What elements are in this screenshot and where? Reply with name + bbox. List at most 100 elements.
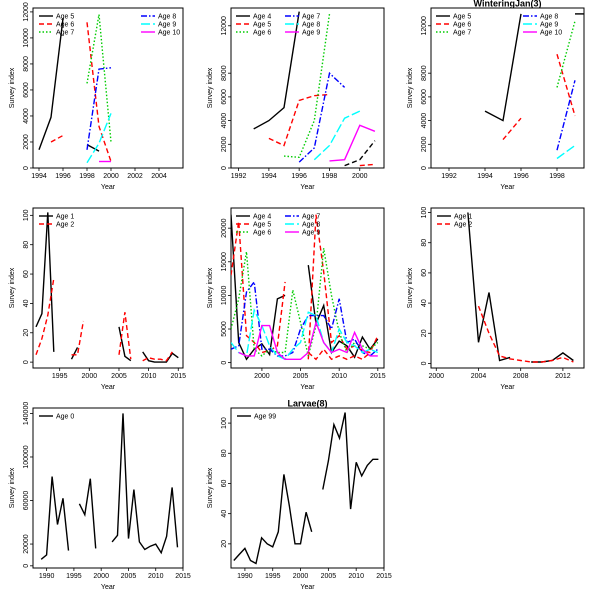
y-tick-label: 10000	[221, 286, 228, 306]
y-tick-label: 20	[23, 329, 30, 337]
y-axis-label: Survey index	[207, 467, 214, 508]
series-line-age-1	[467, 212, 574, 363]
x-tick-label: 2012	[555, 373, 571, 380]
x-tick-label: 2010	[148, 573, 164, 580]
y-tick-label: 60000	[23, 491, 30, 511]
x-tick-label: 1994	[477, 173, 493, 180]
legend-label: Age 2	[56, 222, 74, 229]
series-line-age-4	[253, 11, 300, 130]
x-tick-label: 2015	[175, 573, 191, 580]
plot-frame	[230, 407, 385, 569]
x-axis-label: Year	[500, 384, 515, 391]
legend-label: Age 8	[302, 222, 320, 229]
series-line-age-8	[313, 110, 361, 161]
y-tick-label: 0	[221, 361, 228, 365]
panel-7: 1990 1995 2000 2005 2010 2015 0 20000 60000 10000…	[9, 402, 191, 591]
y-tick-label: 0	[23, 166, 30, 170]
y-tick-label: 40	[221, 510, 228, 518]
series-line-age-9	[556, 144, 576, 160]
x-axis-label: Year	[101, 184, 116, 191]
plot-frame	[32, 407, 184, 569]
x-tick-label: 2015	[170, 373, 186, 380]
y-tick-label: 12000	[221, 16, 228, 36]
legend-label: Age 8	[302, 22, 320, 29]
legend-label: Age 9	[302, 30, 320, 37]
y-tick-label: 100	[421, 207, 428, 219]
panel-3: 1992 1994 1996 1998 0 2000 4000 6000 8000 12000 Ye…	[407, 0, 585, 191]
y-tick-label: 100	[221, 417, 228, 429]
x-tick-label: 2005	[321, 573, 337, 580]
y-tick-label: 60	[23, 270, 30, 278]
y-tick-label: 2000	[221, 136, 228, 152]
y-tick-label: 0	[23, 564, 30, 568]
x-tick-label: 1998	[322, 173, 338, 180]
series-line-age-6	[502, 54, 576, 141]
legend-label: Age 1	[454, 214, 472, 221]
x-tick-label: 2005	[121, 573, 137, 580]
series-line-age-7	[231, 280, 379, 357]
y-axis-label: Survey index	[9, 467, 16, 508]
y-tick-label: 20	[421, 329, 428, 337]
series-line-age-6	[50, 22, 112, 162]
legend-label: Age 10	[158, 30, 180, 37]
series-line-age-7	[298, 71, 346, 163]
x-tick-label: 1996	[513, 173, 529, 180]
y-axis-label: Survey index	[407, 267, 414, 308]
plot-frame	[430, 207, 585, 369]
y-tick-label: 10000	[23, 28, 30, 48]
y-tick-label: 0	[23, 360, 30, 364]
legend-label: Age 2	[454, 222, 472, 229]
x-axis-label: Year	[300, 384, 315, 391]
y-tick-label: 2000	[23, 134, 30, 150]
y-tick-label: 0	[221, 166, 228, 170]
x-axis-label: Year	[500, 184, 515, 191]
series-line-age-9	[86, 113, 112, 164]
y-tick-label: 6000	[421, 89, 428, 105]
series-line-age-6	[231, 248, 379, 357]
y-tick-label: 6000	[23, 82, 30, 98]
legend-label: Age 9	[540, 22, 558, 29]
series-line-age-5	[38, 18, 100, 152]
legend-label: Age 6	[56, 22, 74, 29]
legend-label: Age 7	[453, 30, 471, 37]
panel-6: 2000 2004 2008 2012 0 20 40 60 80 100 Year Survey i…	[407, 207, 585, 391]
y-tick-label: 40	[23, 299, 30, 307]
y-tick-label: 140000	[23, 402, 30, 425]
series-line-age-5	[484, 13, 522, 122]
x-tick-label: 2000	[254, 373, 270, 380]
legend-label: Age 7	[56, 30, 74, 37]
x-tick-label: 2000	[93, 573, 109, 580]
y-tick-label: 8000	[421, 65, 428, 81]
x-axis-label: Year	[300, 584, 315, 591]
x-tick-label: 1998	[79, 173, 95, 180]
y-tick-label: 5000	[221, 321, 228, 337]
x-tick-label: 2010	[348, 573, 364, 580]
x-axis-label: Year	[101, 384, 116, 391]
x-tick-label: 2005	[111, 373, 127, 380]
x-tick-label: 2000	[352, 173, 368, 180]
panel-5: 2000 2005 2010 2015 0 5000 10000 15000 20000 Year…	[207, 207, 386, 391]
y-tick-label: 0	[421, 166, 428, 170]
y-tick-label: 6000	[221, 89, 228, 105]
series-line-unlabeled-6	[344, 140, 376, 167]
panel-8: 1990 1995 2000 2005 2010 2015 20 40 60 80 100 Year S…	[207, 399, 392, 592]
y-axis-label: Survey index	[9, 67, 16, 108]
legend-label: Age 5	[253, 22, 271, 29]
panel-2: 1992 1994 1996 1998 2000 0 2000 4000 6000 8000 120…	[207, 7, 385, 191]
x-tick-label: 2005	[293, 373, 309, 380]
legend-label: Age 6	[453, 22, 471, 29]
x-tick-label: 1995	[52, 373, 68, 380]
y-tick-label: 60	[421, 269, 428, 277]
legend-label: Age 6	[253, 230, 271, 237]
x-tick-label: 2004	[151, 173, 167, 180]
y-tick-label: 20	[221, 540, 228, 548]
series-line-age-2	[35, 278, 173, 362]
x-tick-label: 1994	[261, 173, 277, 180]
series-line-age-8	[231, 307, 379, 361]
panel-title: WinteringJan(3)	[474, 0, 542, 9]
legend-label: Age 10	[540, 30, 562, 37]
x-tick-label: 1994	[31, 173, 47, 180]
series-line-age-8	[86, 67, 112, 150]
legend-label: Age 8	[158, 14, 176, 21]
